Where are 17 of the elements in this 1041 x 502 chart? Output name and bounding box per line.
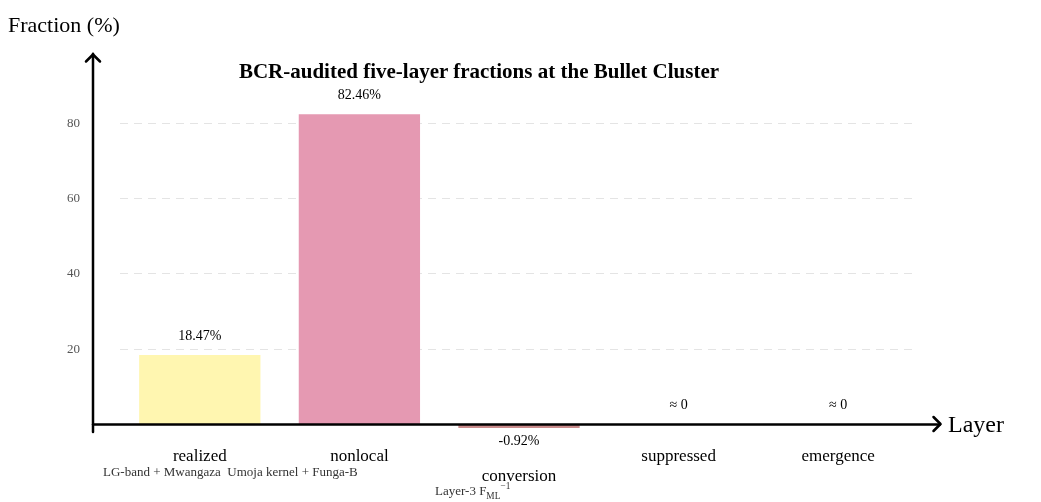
y-tick-label: 60 <box>67 190 80 206</box>
x-tick-label: nonlocal <box>330 445 389 465</box>
y-tick-label: 80 <box>67 114 80 130</box>
x-tick-label: emergence <box>801 445 875 465</box>
text: LG-band + Mwangaza Umoja kernel + Funga-B <box>103 464 359 479</box>
data-label: -0.92% <box>498 432 540 448</box>
data-label: 18.47% <box>178 327 222 343</box>
y-axis-title: Fraction (%) <box>8 12 120 37</box>
data-label: ≈ 0 <box>829 397 848 413</box>
x-tick-label: suppressed <box>641 445 717 465</box>
data-label: 82.46% <box>337 86 382 102</box>
data-label: ≈ 0 <box>669 397 688 413</box>
y-tick-label: 20 <box>67 340 80 356</box>
x-axis-title: Layer <box>948 411 1004 438</box>
y-tick-label: 40 <box>67 265 80 281</box>
chart-title: BCR-audited five-layer fractions at the Bullet Cluster <box>238 59 720 83</box>
x-tick-label: realized <box>172 445 228 465</box>
